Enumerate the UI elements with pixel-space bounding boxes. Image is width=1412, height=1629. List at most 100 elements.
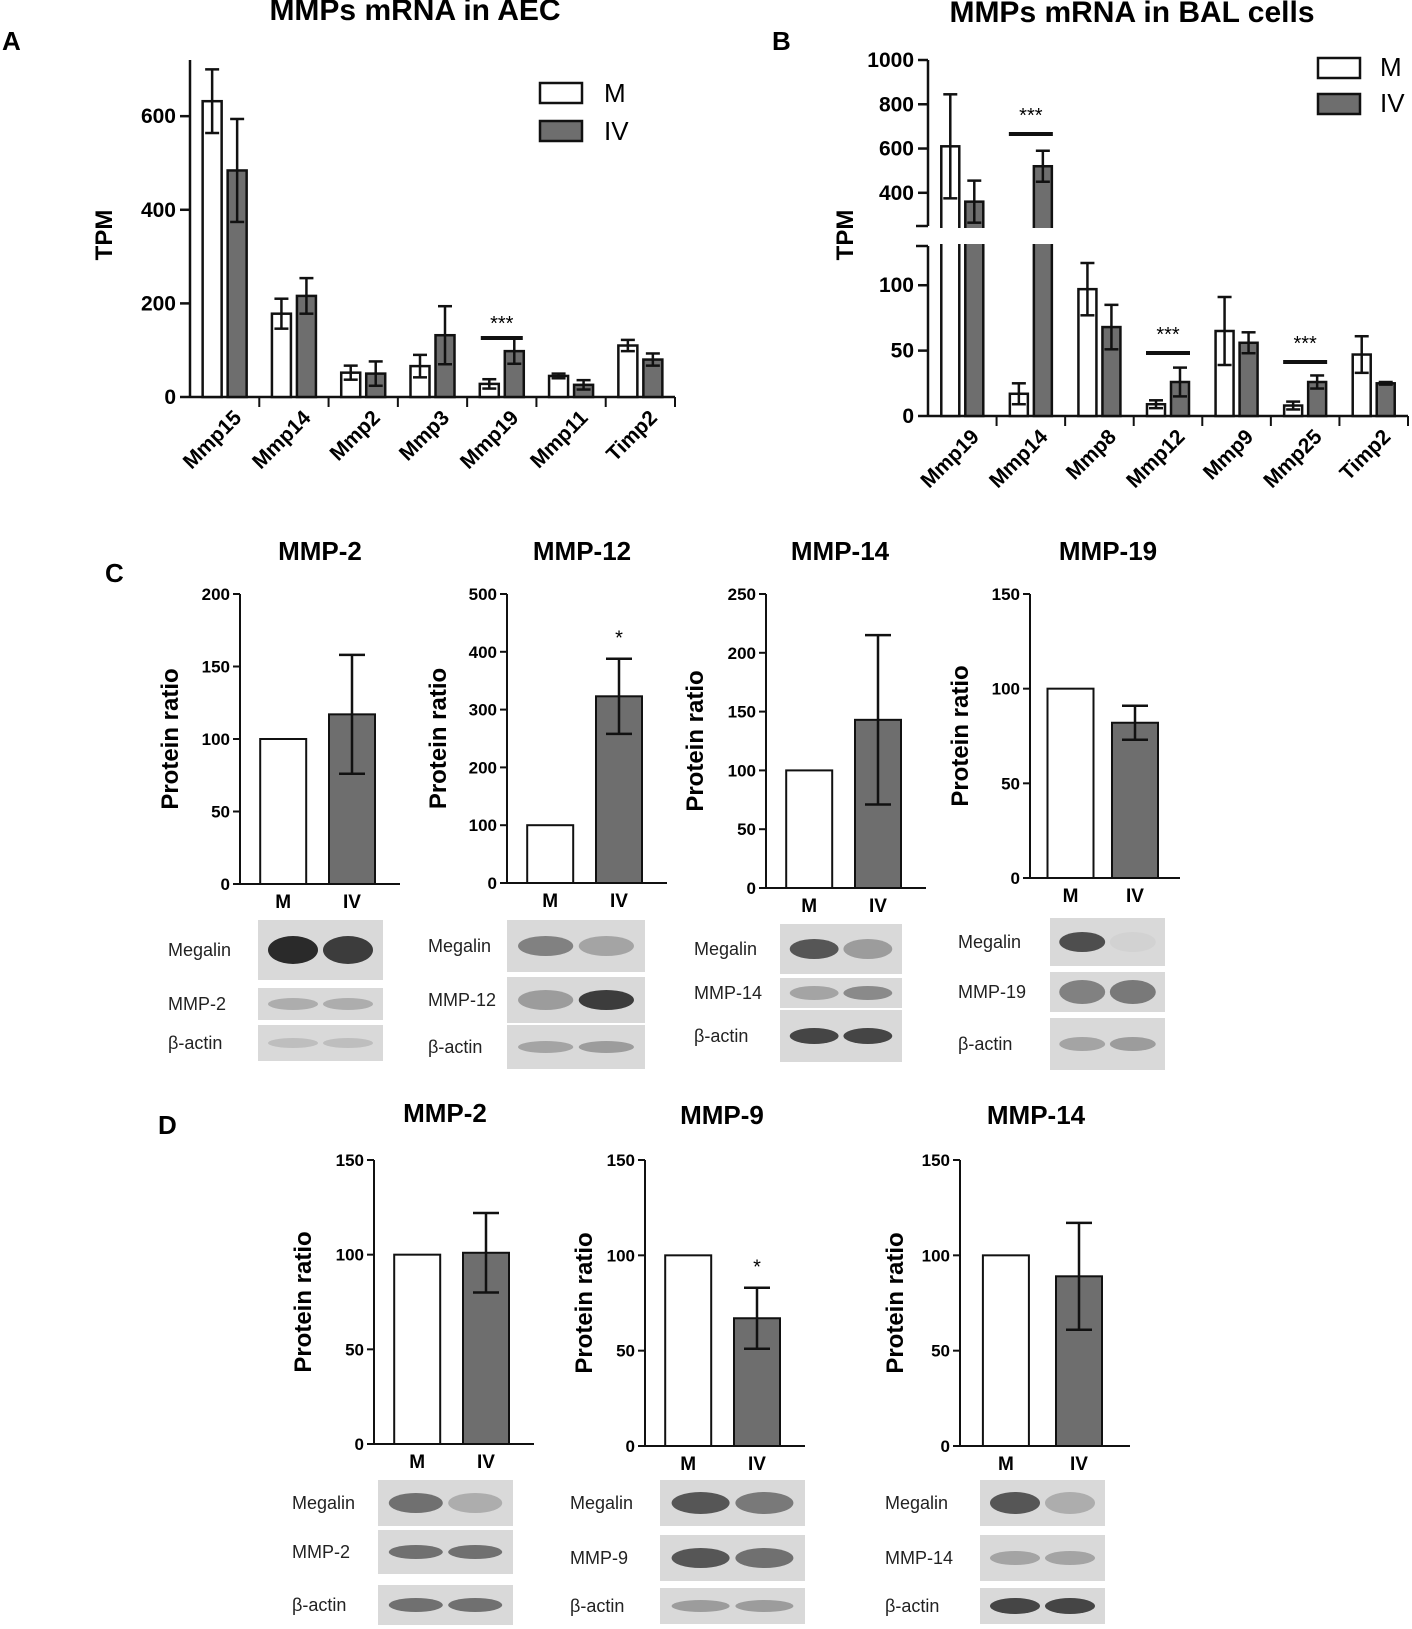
protein-c1-ytick-label: 200 (202, 585, 230, 604)
protein-d3-blot-band (990, 1492, 1040, 1514)
protein-c1-blot-label: MMP-2 (168, 994, 226, 1014)
protein-d2-category-label: M (680, 1454, 696, 1475)
protein-c3-category-label: IV (869, 896, 887, 917)
protein-c3-ytick-label: 150 (728, 703, 756, 722)
protein-c1-ylabel: Protein ratio (157, 668, 184, 809)
protein-c3-blot-band (843, 939, 893, 959)
b-category-label: Mmp12 (1122, 425, 1189, 492)
b-significance-label: *** (1156, 324, 1180, 346)
protein-d1-ytick-label: 100 (336, 1246, 364, 1265)
b-ytick-label: 100 (879, 274, 914, 297)
protein-c4-blot-label: MMP-19 (958, 982, 1026, 1002)
panel-label-b: B (772, 26, 791, 56)
protein-d1-blot-band (388, 1598, 443, 1612)
protein-c2-ytick-label: 0 (488, 874, 497, 893)
protein-c2-ytick-label: 500 (469, 585, 497, 604)
protein-d1-ytick-label: 50 (345, 1340, 364, 1359)
a-category-label: Mmp2 (326, 406, 385, 465)
protein-c2-blot-band (578, 990, 634, 1010)
protein-c1-category-label: IV (343, 892, 361, 913)
protein-d1-blot-label: Megalin (292, 1493, 355, 1513)
legend-b-iv-swatch (1316, 92, 1362, 116)
protein-d1-category-label: IV (477, 1452, 495, 1473)
a-ytick-label: 600 (141, 105, 176, 128)
chart-a-title: MMPs mRNA in AEC (269, 0, 560, 27)
protein-d1-blot-band (448, 1493, 503, 1513)
protein-d3-bar-m (981, 1254, 1030, 1448)
protein-d1-blot-label: β-actin (292, 1595, 346, 1615)
protein-c4-bar-m (1046, 687, 1095, 880)
protein-c2-blot-band (578, 936, 634, 956)
protein-d2-blot-label: β-actin (570, 1596, 624, 1616)
protein-c2-bar-m (526, 824, 575, 885)
protein-c1-category-label: M (275, 892, 291, 913)
protein-c4-category-label: M (1063, 886, 1079, 907)
protein-c3-category-label: M (801, 896, 817, 917)
legend-b-m-label: M (1380, 52, 1402, 82)
legend-a-iv-label: IV (604, 116, 629, 146)
protein-c1-title: MMP-2 (278, 536, 362, 566)
protein-d3-blot-band (990, 1551, 1040, 1565)
protein-d3-ylabel: Protein ratio (882, 1232, 909, 1373)
legend-a-iv-swatch (538, 119, 584, 143)
legend-a-m-label: M (604, 78, 626, 108)
b-ytick-label: 400 (879, 182, 914, 205)
b-category-label: Mmp14 (985, 425, 1053, 493)
protein-c1-blot-label: β-actin (168, 1033, 222, 1053)
protein-d2-blot-band (671, 1600, 730, 1612)
protein-c3-blot-strip (780, 978, 902, 1008)
protein-c3-blot-label: Megalin (694, 939, 757, 959)
protein-c2-blot-band (518, 936, 574, 956)
protein-c4-ytick-label: 0 (1011, 869, 1020, 888)
protein-c3-ylabel: Protein ratio (682, 670, 709, 811)
a-bar-m (617, 344, 639, 399)
protein-c1-ytick-label: 150 (202, 658, 230, 677)
protein-d2-ylabel: Protein ratio (571, 1232, 598, 1373)
protein-d3-blot-label: β-actin (885, 1596, 939, 1616)
protein-d3-category-label: M (998, 1454, 1014, 1475)
protein-d2-category-label: IV (748, 1454, 766, 1475)
protein-c3-ytick-label: 100 (728, 761, 756, 780)
protein-d1-ytick-label: 0 (355, 1435, 364, 1454)
b-ytick-label: 0 (902, 405, 914, 428)
protein-c2-significance-label: * (615, 628, 623, 650)
protein-c4-blot-label: Megalin (958, 932, 1021, 952)
b-category-label: Timp2 (1336, 425, 1396, 485)
b-ytick-label: 600 (879, 138, 914, 161)
protein-c4-title: MMP-19 (1059, 536, 1157, 566)
protein-d2-significance-label: * (753, 1257, 761, 1279)
protein-d2-title: MMP-9 (680, 1100, 764, 1130)
protein-c2-ytick-label: 300 (469, 701, 497, 720)
protein-d1-category-label: M (409, 1452, 425, 1473)
protein-d3-ytick-label: 150 (922, 1151, 950, 1170)
protein-c3-ytick-label: 0 (747, 879, 756, 898)
protein-c4-ytick-label: 150 (992, 585, 1020, 604)
protein-c2-blot-strip (507, 1025, 645, 1069)
protein-c2-blot-band (578, 1041, 634, 1053)
protein-c4-blot-band (1059, 932, 1106, 952)
protein-d3-ytick-label: 100 (922, 1246, 950, 1265)
b-category-label: Mmp8 (1062, 425, 1121, 484)
panel-label-a: A (2, 26, 21, 56)
legend-b-m-swatch (1316, 56, 1362, 80)
protein-c1-blot-band (268, 936, 318, 964)
protein-c4-blot-label: β-actin (958, 1034, 1012, 1054)
protein-d2-ytick-label: 0 (626, 1437, 635, 1456)
protein-c3-blot-band (843, 1028, 893, 1044)
b-ytick-label: 1000 (867, 49, 914, 72)
protein-c1-blot-strip (258, 988, 383, 1020)
protein-c2-ytick-label: 400 (469, 643, 497, 662)
protein-c3-blot-label: MMP-14 (694, 983, 762, 1003)
protein-d3-blot-label: Megalin (885, 1493, 948, 1513)
protein-c2-ytick-label: 200 (469, 758, 497, 777)
protein-c1-blot-label: Megalin (168, 940, 231, 960)
a-ytick-label: 0 (164, 386, 176, 409)
protein-c4-ylabel: Protein ratio (947, 665, 974, 806)
protein-c1-blot-band (323, 998, 373, 1010)
b-bar-break-gap (1030, 228, 1055, 244)
protein-c2-blot-band (518, 990, 574, 1010)
protein-c3-title: MMP-14 (791, 536, 890, 566)
protein-d3-blot-strip (980, 1535, 1105, 1581)
protein-c4-blot-strip (1050, 1018, 1165, 1070)
protein-c4-blot-band (1059, 980, 1106, 1004)
